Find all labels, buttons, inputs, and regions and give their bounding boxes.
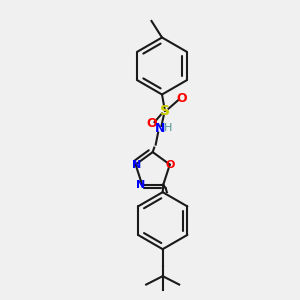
Text: N: N [136, 180, 145, 190]
Text: O: O [165, 160, 175, 170]
Text: H: H [164, 123, 172, 134]
Text: O: O [176, 92, 187, 105]
Text: O: O [146, 117, 157, 130]
Text: N: N [133, 160, 142, 170]
Text: S: S [160, 104, 170, 118]
Text: N: N [154, 122, 165, 136]
